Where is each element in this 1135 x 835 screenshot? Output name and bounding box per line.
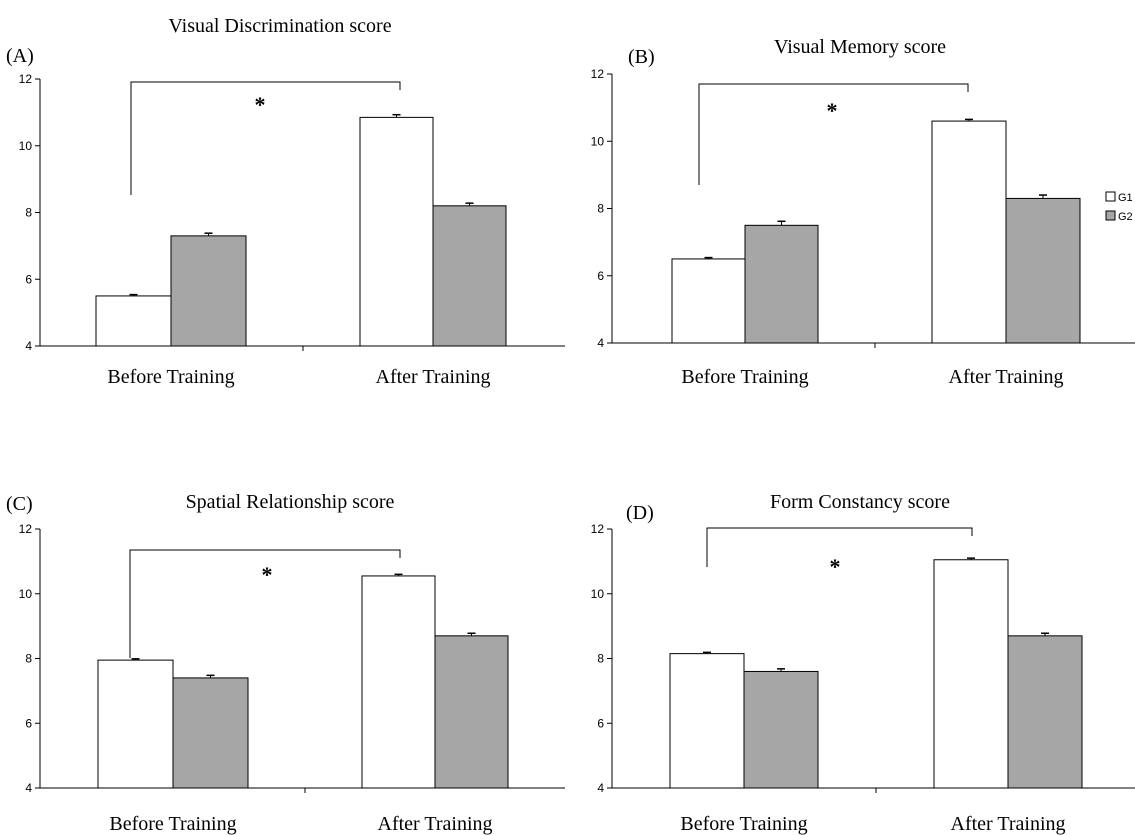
- category-label: Before Training: [107, 366, 234, 388]
- significance-star: *: [262, 562, 273, 587]
- y-tick-label: 12: [19, 72, 33, 86]
- y-tick-label: 4: [25, 781, 32, 795]
- bar-g2-after: [434, 635, 509, 789]
- bar-g1-after: [359, 116, 434, 347]
- y-tick-label: 4: [25, 339, 32, 353]
- bar-g1-after: [933, 559, 1009, 789]
- category-label: Before Training: [680, 813, 807, 835]
- bar-g1-before: [97, 659, 174, 789]
- y-tick-label: 8: [597, 202, 604, 216]
- bar-g2-before: [170, 235, 247, 347]
- legend-swatch-g2: [1105, 210, 1116, 221]
- y-tick-label: 10: [591, 134, 605, 148]
- panel-label: (D): [626, 502, 654, 524]
- bar-g2-before: [744, 224, 819, 344]
- bar-g2-before: [743, 670, 819, 789]
- y-tick-label: 6: [597, 269, 604, 283]
- bar-g1-after: [361, 575, 436, 789]
- y-tick-label: 4: [597, 781, 604, 795]
- legend-label-g2: G2: [1118, 211, 1133, 223]
- category-label: Before Training: [681, 366, 808, 388]
- chart-title: Spatial Relationship score: [186, 491, 395, 513]
- significance-bracket: [698, 83, 969, 185]
- y-tick-label: 10: [19, 587, 33, 601]
- category-label: After Training: [949, 366, 1064, 388]
- significance-bracket: [706, 527, 973, 567]
- bar-g1-before: [95, 295, 172, 347]
- y-tick-label: 8: [25, 652, 32, 666]
- bar-g1-before: [671, 258, 746, 344]
- chart-panel-c: Spatial Relationship score (C) 4 6 8 10 12 Befo…: [6, 491, 565, 835]
- bar-g1-before: [669, 653, 745, 789]
- bar-g1-after: [931, 120, 1007, 344]
- chart-panel-b: Visual Memory score (B) 4 6 8 10 12 Before Trai…: [591, 36, 1135, 388]
- y-tick-label: 10: [591, 587, 605, 601]
- category-label: After Training: [378, 813, 493, 835]
- category-label: After Training: [951, 813, 1066, 835]
- y-tick-label: 6: [25, 716, 32, 730]
- significance-bracket: [130, 81, 401, 195]
- panel-label: (A): [6, 45, 34, 67]
- panel-label: (B): [628, 46, 655, 68]
- legend-swatch-g1: [1105, 191, 1116, 202]
- panel-label: (C): [6, 493, 33, 515]
- category-label: Before Training: [109, 813, 236, 835]
- bar-g2-after: [1005, 197, 1081, 344]
- significance-star: *: [830, 554, 841, 579]
- bar-g2-after: [1007, 635, 1083, 789]
- significance-bracket: [129, 549, 401, 658]
- category-label: After Training: [376, 366, 491, 388]
- chart-title: Form Constancy score: [770, 491, 950, 513]
- y-tick-label: 6: [25, 272, 32, 286]
- significance-star: *: [827, 98, 838, 123]
- y-tick-label: 10: [19, 139, 33, 153]
- y-tick-label: 8: [25, 206, 32, 220]
- y-tick-label: 8: [597, 652, 604, 666]
- bar-g2-before: [172, 677, 249, 789]
- legend: G1 G2: [1105, 191, 1133, 223]
- y-tick-label: 12: [591, 522, 605, 536]
- bar-g2-after: [432, 205, 507, 347]
- chart-title: Visual Memory score: [774, 36, 946, 58]
- chart-layer: Visual Discrimination score (A) 4 6 8 10 12 Bef…: [6, 15, 1135, 835]
- significance-star: *: [255, 92, 266, 117]
- legend-label-g1: G1: [1118, 192, 1133, 204]
- chart-panel-a: Visual Discrimination score (A) 4 6 8 10 12 Bef…: [6, 15, 565, 388]
- chart-panel-d: Form Constancy score (D) 4 6 8 10 12 Before Tra…: [591, 491, 1135, 835]
- y-tick-label: 12: [19, 522, 33, 536]
- chart-title: Visual Discrimination score: [168, 15, 391, 37]
- y-tick-label: 12: [591, 67, 605, 81]
- y-tick-label: 4: [597, 336, 604, 350]
- y-tick-label: 6: [597, 716, 604, 730]
